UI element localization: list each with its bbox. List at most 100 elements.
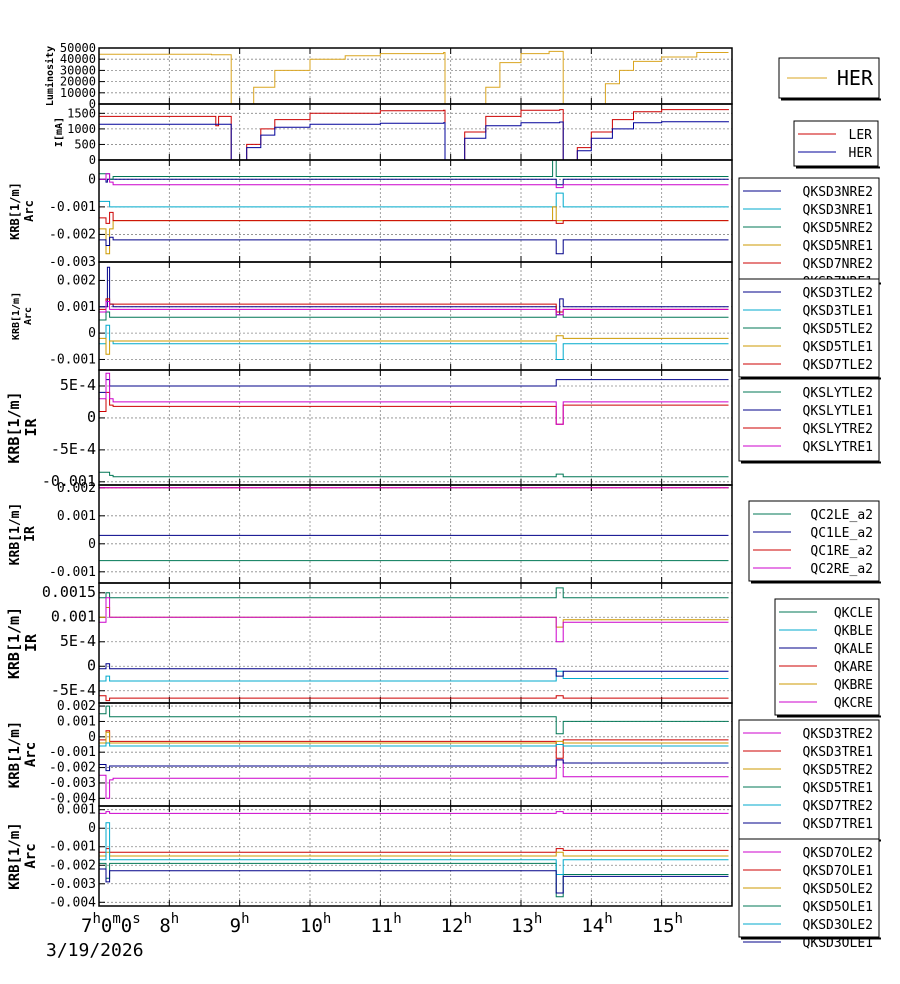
x-tick-label: 7h0m0s [81, 911, 141, 937]
series-line [99, 379, 729, 393]
y-tick-label: 5E-4 [60, 376, 96, 394]
legend-entry: QKSD3NRE2 [803, 185, 873, 200]
legend-entry: QKCRE [834, 696, 873, 711]
y-axis-label: KRB[1/m] [7, 822, 23, 889]
series-line [99, 301, 729, 316]
x-tick-label: 15h [652, 911, 683, 937]
y-axis-label-2: IR [23, 526, 38, 542]
y-tick-label: 0.001 [57, 714, 96, 729]
series-line [99, 731, 729, 744]
y-tick-label: -0.003 [49, 776, 96, 791]
series-line [99, 298, 729, 313]
series-line [99, 311, 729, 321]
series-line [99, 705, 729, 735]
plot-frame [98, 103, 733, 161]
legend-entry: QC2RE_a2 [810, 562, 873, 577]
y-tick-label: 1000 [67, 122, 96, 136]
series-line [99, 730, 729, 759]
legend-entry: QKSD3NRE1 [803, 203, 873, 218]
y-tick-label: 0.001 [57, 803, 96, 818]
series-line [99, 173, 729, 189]
series-line [99, 848, 729, 853]
legend-entry: QKSD5NRE2 [803, 221, 873, 236]
y-tick-label: 0 [87, 656, 96, 674]
y-tick-label: -0.004 [49, 791, 96, 806]
y-tick-label: 0.002 [57, 699, 96, 714]
y-tick-label: 30000 [60, 63, 96, 77]
legend-entry: QC1LE_a2 [810, 526, 873, 541]
y-tick-label: -0.001 [49, 745, 96, 760]
x-tick-label: 10h [300, 911, 331, 937]
legend-box [774, 598, 880, 716]
y-axis-label: I[mA] [54, 117, 65, 147]
x-date-label: 3/19/2026 [46, 940, 144, 961]
series-line [99, 159, 729, 180]
y-tick-label: 0 [88, 172, 96, 187]
legend-entry: HER [837, 66, 874, 90]
legend-entry: QKSD7TRE1 [803, 817, 873, 832]
legend-entry: QKSLYTRE2 [803, 422, 873, 437]
y-axis-label-2: Arc [22, 200, 36, 222]
legend-entry: QKCLE [834, 606, 873, 621]
y-tick-label: 0.001 [51, 607, 96, 625]
y-tick-label: 0 [88, 537, 96, 552]
series-line [99, 851, 729, 857]
legend-entry: QKALE [834, 642, 873, 657]
series-line [99, 663, 729, 677]
y-tick-label: 0 [89, 153, 96, 167]
y-axis-label-2: Arc [23, 843, 39, 868]
y-tick-label: -0.002 [49, 858, 96, 873]
legend-entry: QKSD5TLE1 [803, 340, 873, 355]
series-line [99, 335, 729, 355]
y-tick-label: -0.001 [42, 472, 96, 490]
legend-entry: QKSD7TRE2 [803, 799, 873, 814]
y-tick-label: 0 [88, 821, 96, 836]
plot-frame [98, 159, 733, 263]
series-line [99, 266, 729, 316]
legend-entry: QKSD5TRE2 [803, 763, 873, 778]
y-tick-label: -0.002 [49, 227, 96, 242]
series-line [99, 206, 729, 255]
y-tick-label: 0 [88, 326, 96, 341]
series-line [99, 862, 729, 898]
plot-frame [98, 484, 733, 584]
y-tick-label: -0.004 [49, 895, 96, 910]
y-axis-label-2: IR [22, 633, 40, 652]
y-axis-label: KRB[1/m] [11, 292, 22, 340]
series-line [99, 471, 729, 478]
x-tick-label: 11h [370, 911, 401, 937]
y-tick-label: -0.001 [49, 200, 96, 215]
y-axis-label-2: Arc [23, 742, 39, 767]
y-tick-label: -0.001 [49, 565, 96, 580]
series-line [99, 759, 729, 772]
legend-entry: QKSD5TLE2 [803, 322, 873, 337]
y-tick-label: 20000 [60, 75, 96, 89]
legend-entry: QKSD3TRE1 [803, 745, 873, 760]
series-line [99, 587, 729, 599]
x-tick-label: 13h [511, 911, 542, 937]
legend-entry: QC1RE_a2 [810, 544, 873, 559]
y-tick-label: -0.001 [49, 840, 96, 855]
y-tick-label: 0.002 [57, 481, 96, 496]
y-axis-label: KRB[1/m] [7, 721, 23, 788]
y-axis-label: KRB[1/m] [5, 607, 23, 679]
y-tick-label: -0.003 [49, 877, 96, 892]
y-tick-label: -0.003 [49, 255, 96, 270]
legend-entry: LER [849, 128, 873, 143]
y-tick-label: -5E-4 [51, 440, 96, 458]
legend-entry: QKSD5TRE1 [803, 781, 873, 796]
y-tick-label: 0 [87, 408, 96, 426]
series-line [99, 109, 729, 161]
y-tick-label: 50000 [60, 41, 96, 55]
legend-box [793, 120, 879, 167]
legend-entry: QKARE [834, 660, 873, 675]
series-line [99, 391, 729, 425]
series-line [99, 868, 729, 894]
legend-entry: QKSD3TLE1 [803, 304, 873, 319]
legend-entry: HER [849, 146, 873, 161]
series-line [99, 822, 729, 875]
y-tick-label: 10000 [60, 86, 96, 100]
y-tick-label: 40000 [60, 52, 96, 66]
plot-frame [98, 702, 733, 807]
